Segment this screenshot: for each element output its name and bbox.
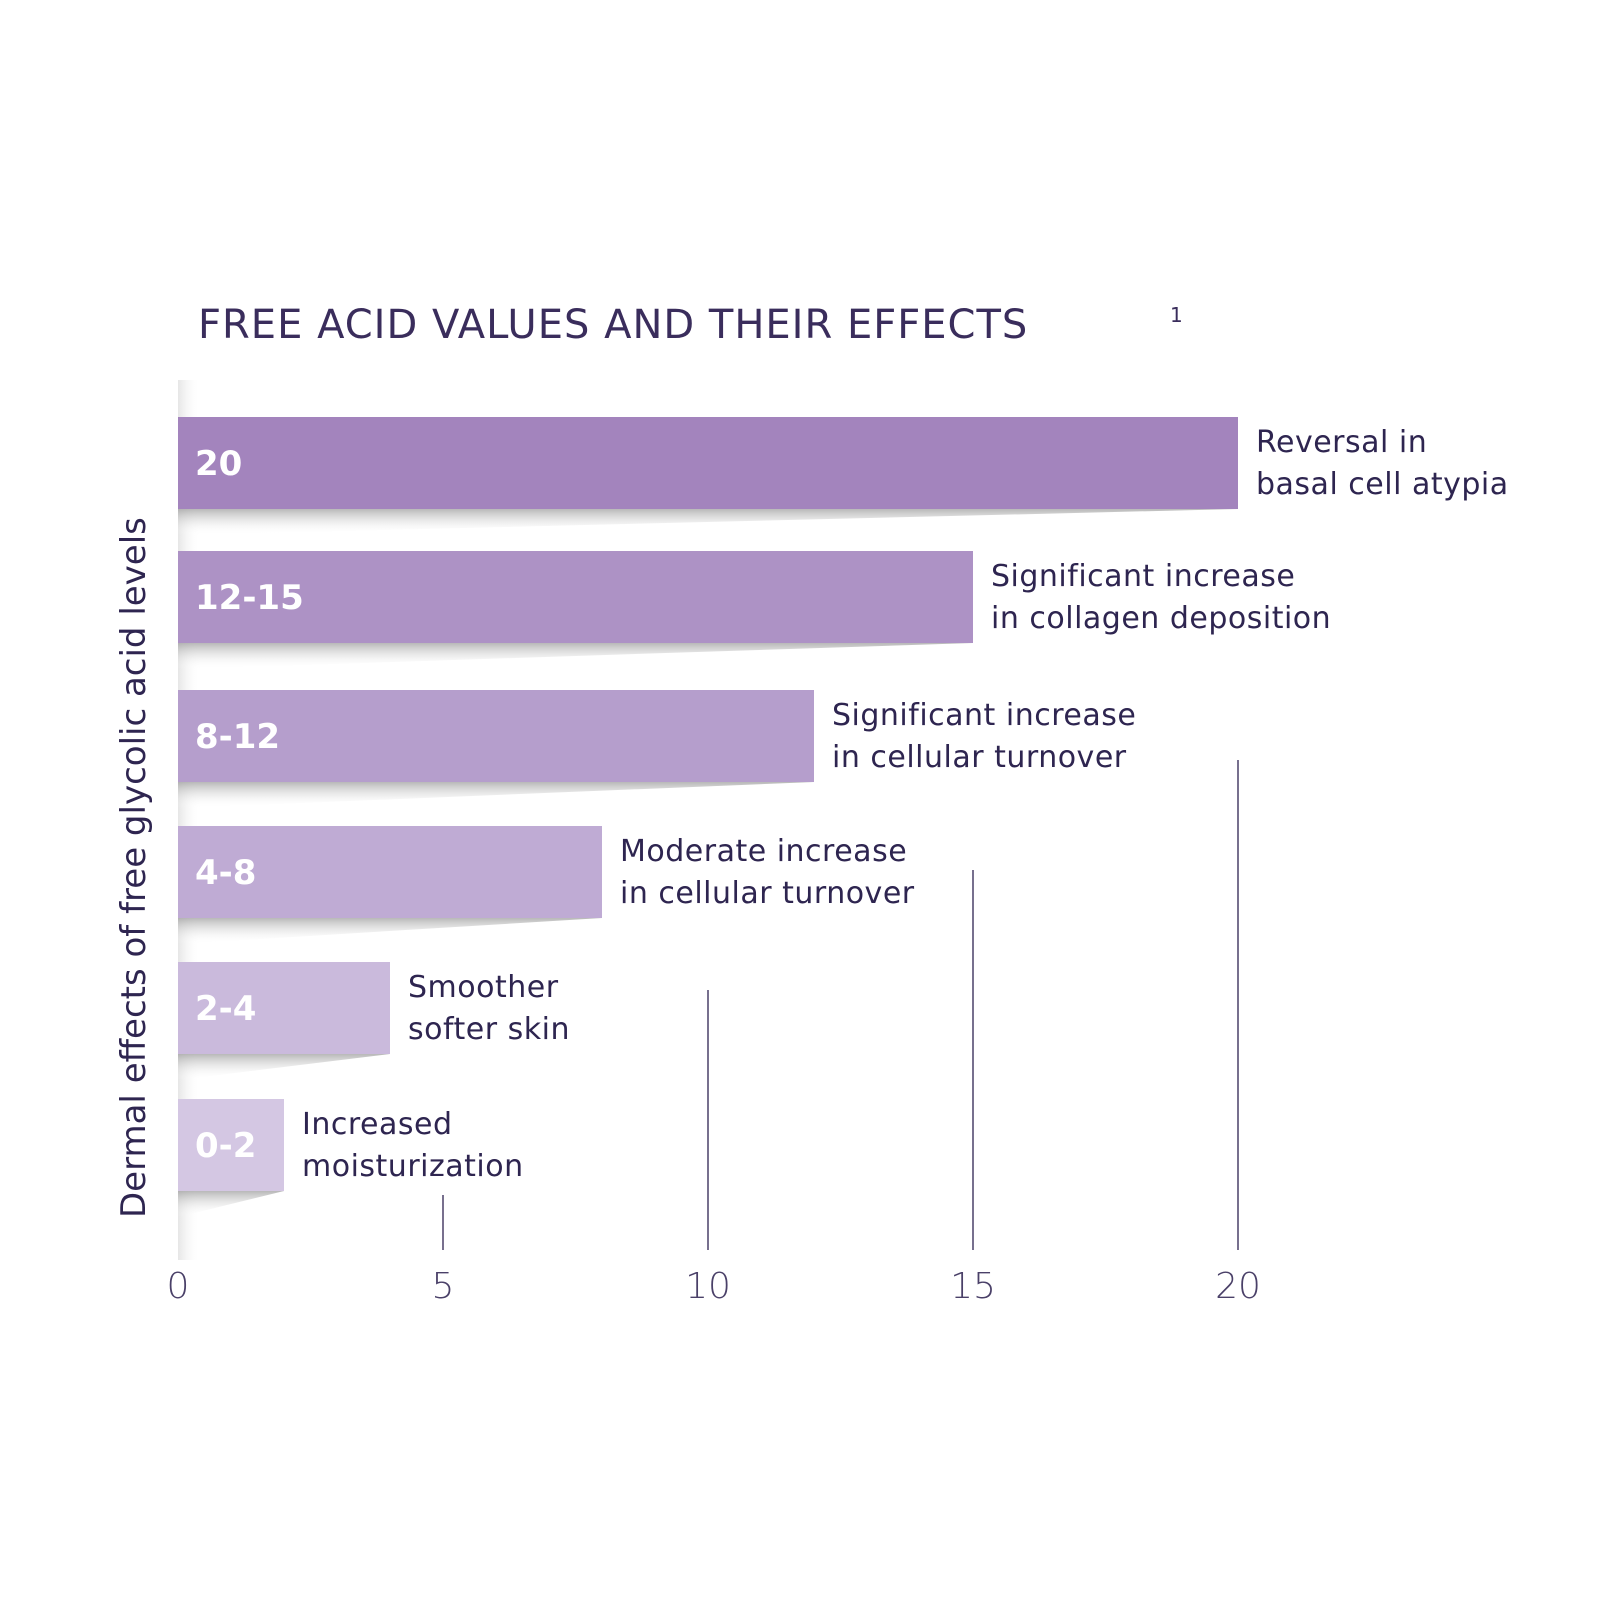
x-tick-label: 5	[432, 1266, 455, 1307]
x-tick-label: 10	[685, 1266, 731, 1307]
bar-label: 2-4	[195, 989, 256, 1029]
bar-shadow	[178, 509, 1238, 535]
effect-label: in cellular turnover	[832, 740, 1127, 775]
bar-label: 12-15	[195, 578, 304, 618]
effect-label: Smoother	[408, 970, 559, 1005]
bar-label: 0-2	[195, 1126, 256, 1166]
effect-label: basal cell atypia	[1256, 467, 1509, 502]
x-tick-label: 0	[167, 1266, 190, 1307]
bar-shadow	[178, 1191, 284, 1217]
effect-label: Significant increase	[832, 698, 1136, 733]
bar-0-2	[178, 1099, 284, 1191]
bar-12-15	[178, 551, 973, 643]
effect-label: Moderate increase	[620, 834, 907, 869]
effect-label: Reversal in	[1256, 425, 1427, 460]
bar-label: 8-12	[195, 717, 280, 757]
bar-4-8	[178, 826, 602, 918]
bar-20	[178, 417, 1238, 509]
effect-label: moisturization	[302, 1149, 524, 1184]
x-tick-label: 15	[950, 1266, 996, 1307]
effect-label: softer skin	[408, 1012, 570, 1047]
effect-label: Significant increase	[991, 559, 1295, 594]
x-tick-label: 20	[1215, 1266, 1261, 1307]
effect-label: Increased	[302, 1107, 453, 1142]
bar-label: 20	[195, 444, 242, 484]
y-axis-label: Dermal effects of free glycolic acid lev…	[114, 517, 154, 1218]
bar-shadow	[178, 1054, 390, 1080]
chart-title: FREE ACID VALUES AND THEIR EFFECTS	[198, 302, 1028, 348]
bar-2-4	[178, 962, 390, 1054]
bar-shadow	[178, 782, 814, 808]
effect-label: in cellular turnover	[620, 876, 915, 911]
effect-label: in collagen deposition	[991, 601, 1331, 636]
bar-shadow	[178, 918, 602, 944]
bar-label: 4-8	[195, 853, 256, 893]
bar-8-12	[178, 690, 814, 782]
title-superscript: 1	[1170, 303, 1183, 327]
bar-shadow	[178, 643, 973, 669]
